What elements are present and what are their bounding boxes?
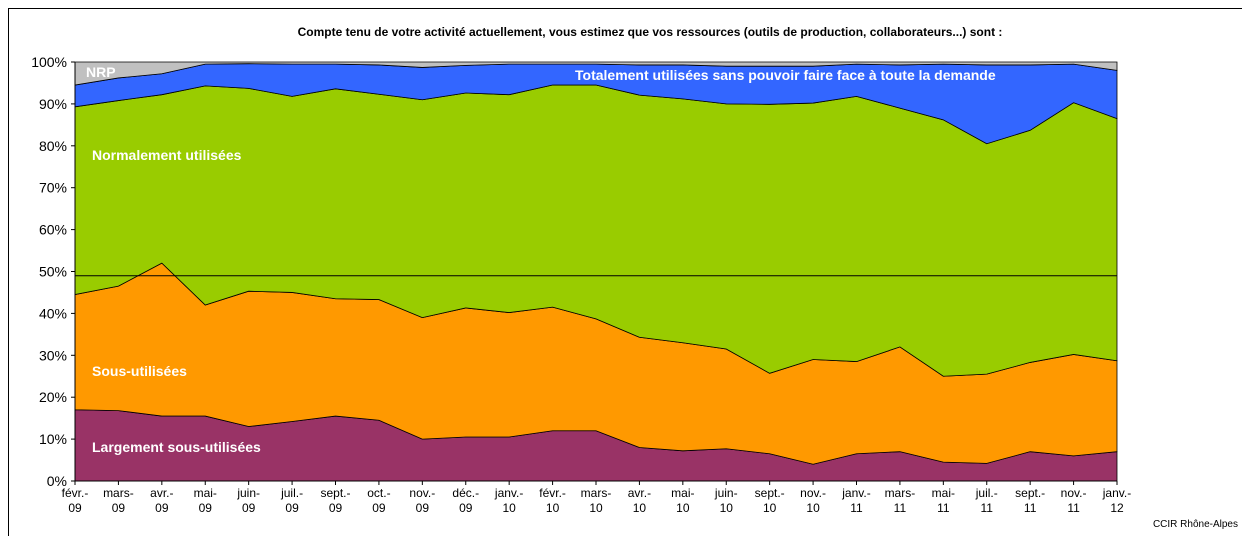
x-tick-label: nov.- 10	[800, 486, 826, 515]
x-tick-label: mars- 10	[580, 486, 612, 515]
series-label: Largement sous-utilisées	[92, 439, 261, 455]
x-tick-label: juin- 09	[237, 486, 260, 515]
x-tick-label: juil.- 11	[975, 486, 998, 515]
x-tick-label: févr.- 09	[61, 486, 89, 515]
x-tick-label: févr.- 10	[539, 486, 566, 515]
x-tick-label: mai- 11	[931, 486, 955, 515]
x-tick-label: sept.- 11	[1015, 486, 1046, 515]
x-tick-label: sept.- 09	[320, 486, 351, 515]
x-tick-label: déc.- 09	[452, 486, 480, 515]
y-tick-label: 60%	[39, 222, 67, 238]
x-tick-label: juin- 10	[714, 486, 738, 515]
x-tick-label: oct.- 09	[367, 486, 391, 515]
x-tick-label: avr.- 10	[627, 486, 652, 515]
y-tick-label: 0%	[47, 473, 67, 489]
x-tick-label: nov.- 09	[409, 486, 436, 515]
source-note: CCIR Rhône-Alpes	[1153, 519, 1238, 530]
x-tick-label: janv.- 10	[494, 486, 524, 515]
y-tick-label: 50%	[39, 264, 67, 280]
series-label: Sous-utilisées	[92, 363, 187, 379]
chart-frame	[8, 8, 1242, 536]
y-tick-label: 100%	[31, 54, 67, 70]
x-tick-label: mai- 09	[193, 486, 217, 515]
x-tick-label: janv.- 11	[842, 486, 871, 515]
series-label: Totalement utilisées sans pouvoir faire …	[575, 67, 996, 83]
x-tick-label: sept.- 10	[754, 486, 785, 515]
x-tick-label: mars- 11	[884, 486, 916, 515]
x-tick-label: mai- 10	[671, 486, 695, 515]
y-tick-label: 10%	[39, 431, 67, 447]
y-tick-label: 90%	[39, 96, 67, 112]
series-label: Normalement utilisées	[92, 147, 242, 163]
y-tick-label: 20%	[39, 389, 67, 405]
x-tick-label: avr.- 09	[150, 486, 174, 515]
y-tick-label: 40%	[39, 305, 67, 321]
chart-title: Compte tenu de votre activité actuelleme…	[298, 25, 1003, 39]
y-tick-label: 80%	[39, 138, 67, 154]
series-label: NRP	[86, 64, 116, 80]
x-tick-label: janv.- 12	[1102, 486, 1132, 515]
x-tick-label: nov.- 11	[1060, 486, 1087, 515]
area-series	[74, 61, 1118, 86]
y-tick-label: 30%	[39, 347, 67, 363]
y-tick-label: 70%	[39, 180, 67, 196]
x-tick-label: mars- 09	[103, 486, 134, 515]
x-tick-label: juil.- 09	[281, 486, 304, 515]
